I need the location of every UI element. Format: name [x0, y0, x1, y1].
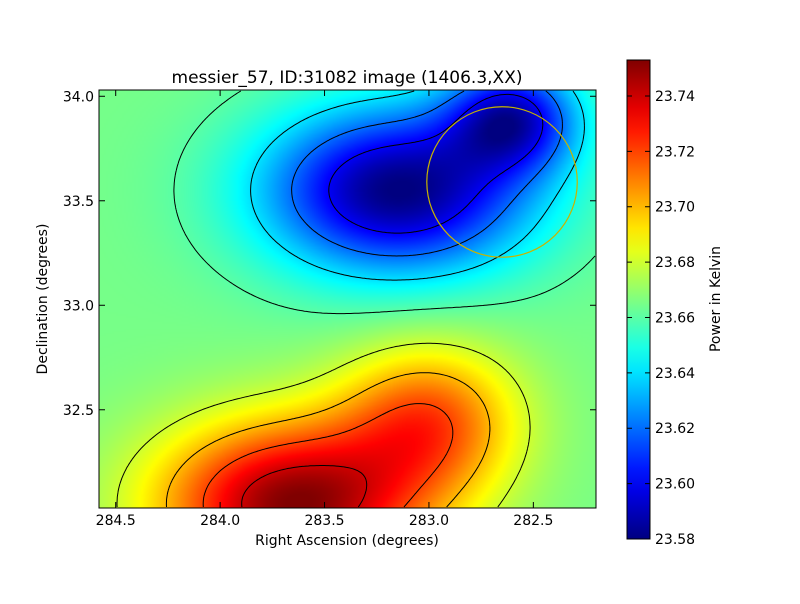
contour-line — [173, 90, 596, 315]
colorbar-tick-label: 23.64 — [655, 366, 695, 382]
contour-line — [241, 465, 368, 508]
plot-area — [98, 89, 597, 509]
x-axis: 284.5 284.0 283.5 283.0 282.5 — [96, 90, 553, 529]
contour-line — [250, 90, 585, 281]
contour-line — [165, 372, 491, 508]
y-axis: 32.5 33.0 33.5 34.0 — [63, 89, 596, 419]
colorbar-tick-label: 23.58 — [655, 532, 695, 548]
x-axis-label: Right Ascension (degrees) — [255, 533, 439, 549]
heatmap-image — [99, 90, 596, 508]
x-tick-label: 284.5 — [96, 513, 136, 529]
y-tick-label: 34.0 — [63, 89, 94, 105]
beam-circle — [426, 106, 578, 258]
contour-lines — [116, 90, 596, 508]
x-tick-label: 283.0 — [409, 513, 449, 529]
x-tick-label: 282.5 — [513, 513, 553, 529]
colorbar-tick-label: 23.60 — [655, 477, 695, 493]
contour-line — [116, 342, 531, 508]
colorbar-tick-label: 23.72 — [655, 144, 695, 160]
colorbar-label: Power in Kelvin — [708, 246, 724, 352]
chart-title: messier_57, ID:31082 image (1406.3,XX) — [172, 68, 523, 88]
x-tick-label: 283.5 — [304, 513, 344, 529]
colorbar-ticks: 23.58 23.60 23.62 23.64 23.66 23.68 23.70 23.72… — [627, 89, 695, 548]
colorbar: 23.58 23.60 23.62 23.64 23.66 23.68 23.70 23.72… — [626, 59, 724, 548]
y-tick-label: 32.5 — [63, 403, 94, 419]
colorbar-gradient — [626, 59, 651, 540]
y-axis-label: Declination (degrees) — [35, 224, 51, 375]
colorbar-tick-label: 23.68 — [655, 255, 695, 271]
x-tick-label: 284.0 — [200, 513, 240, 529]
plot-frame — [98, 89, 597, 509]
colorbar-tick-label: 23.74 — [655, 89, 695, 105]
contour-line — [202, 403, 454, 508]
y-tick-label: 33.0 — [63, 298, 94, 314]
colorbar-tick-label: 23.62 — [655, 421, 695, 437]
contour-line — [291, 90, 563, 257]
colorbar-tick-label: 23.70 — [655, 200, 695, 216]
colorbar-tick-label: 23.66 — [655, 310, 695, 326]
y-tick-label: 33.5 — [63, 194, 94, 210]
contour-line — [328, 93, 544, 234]
